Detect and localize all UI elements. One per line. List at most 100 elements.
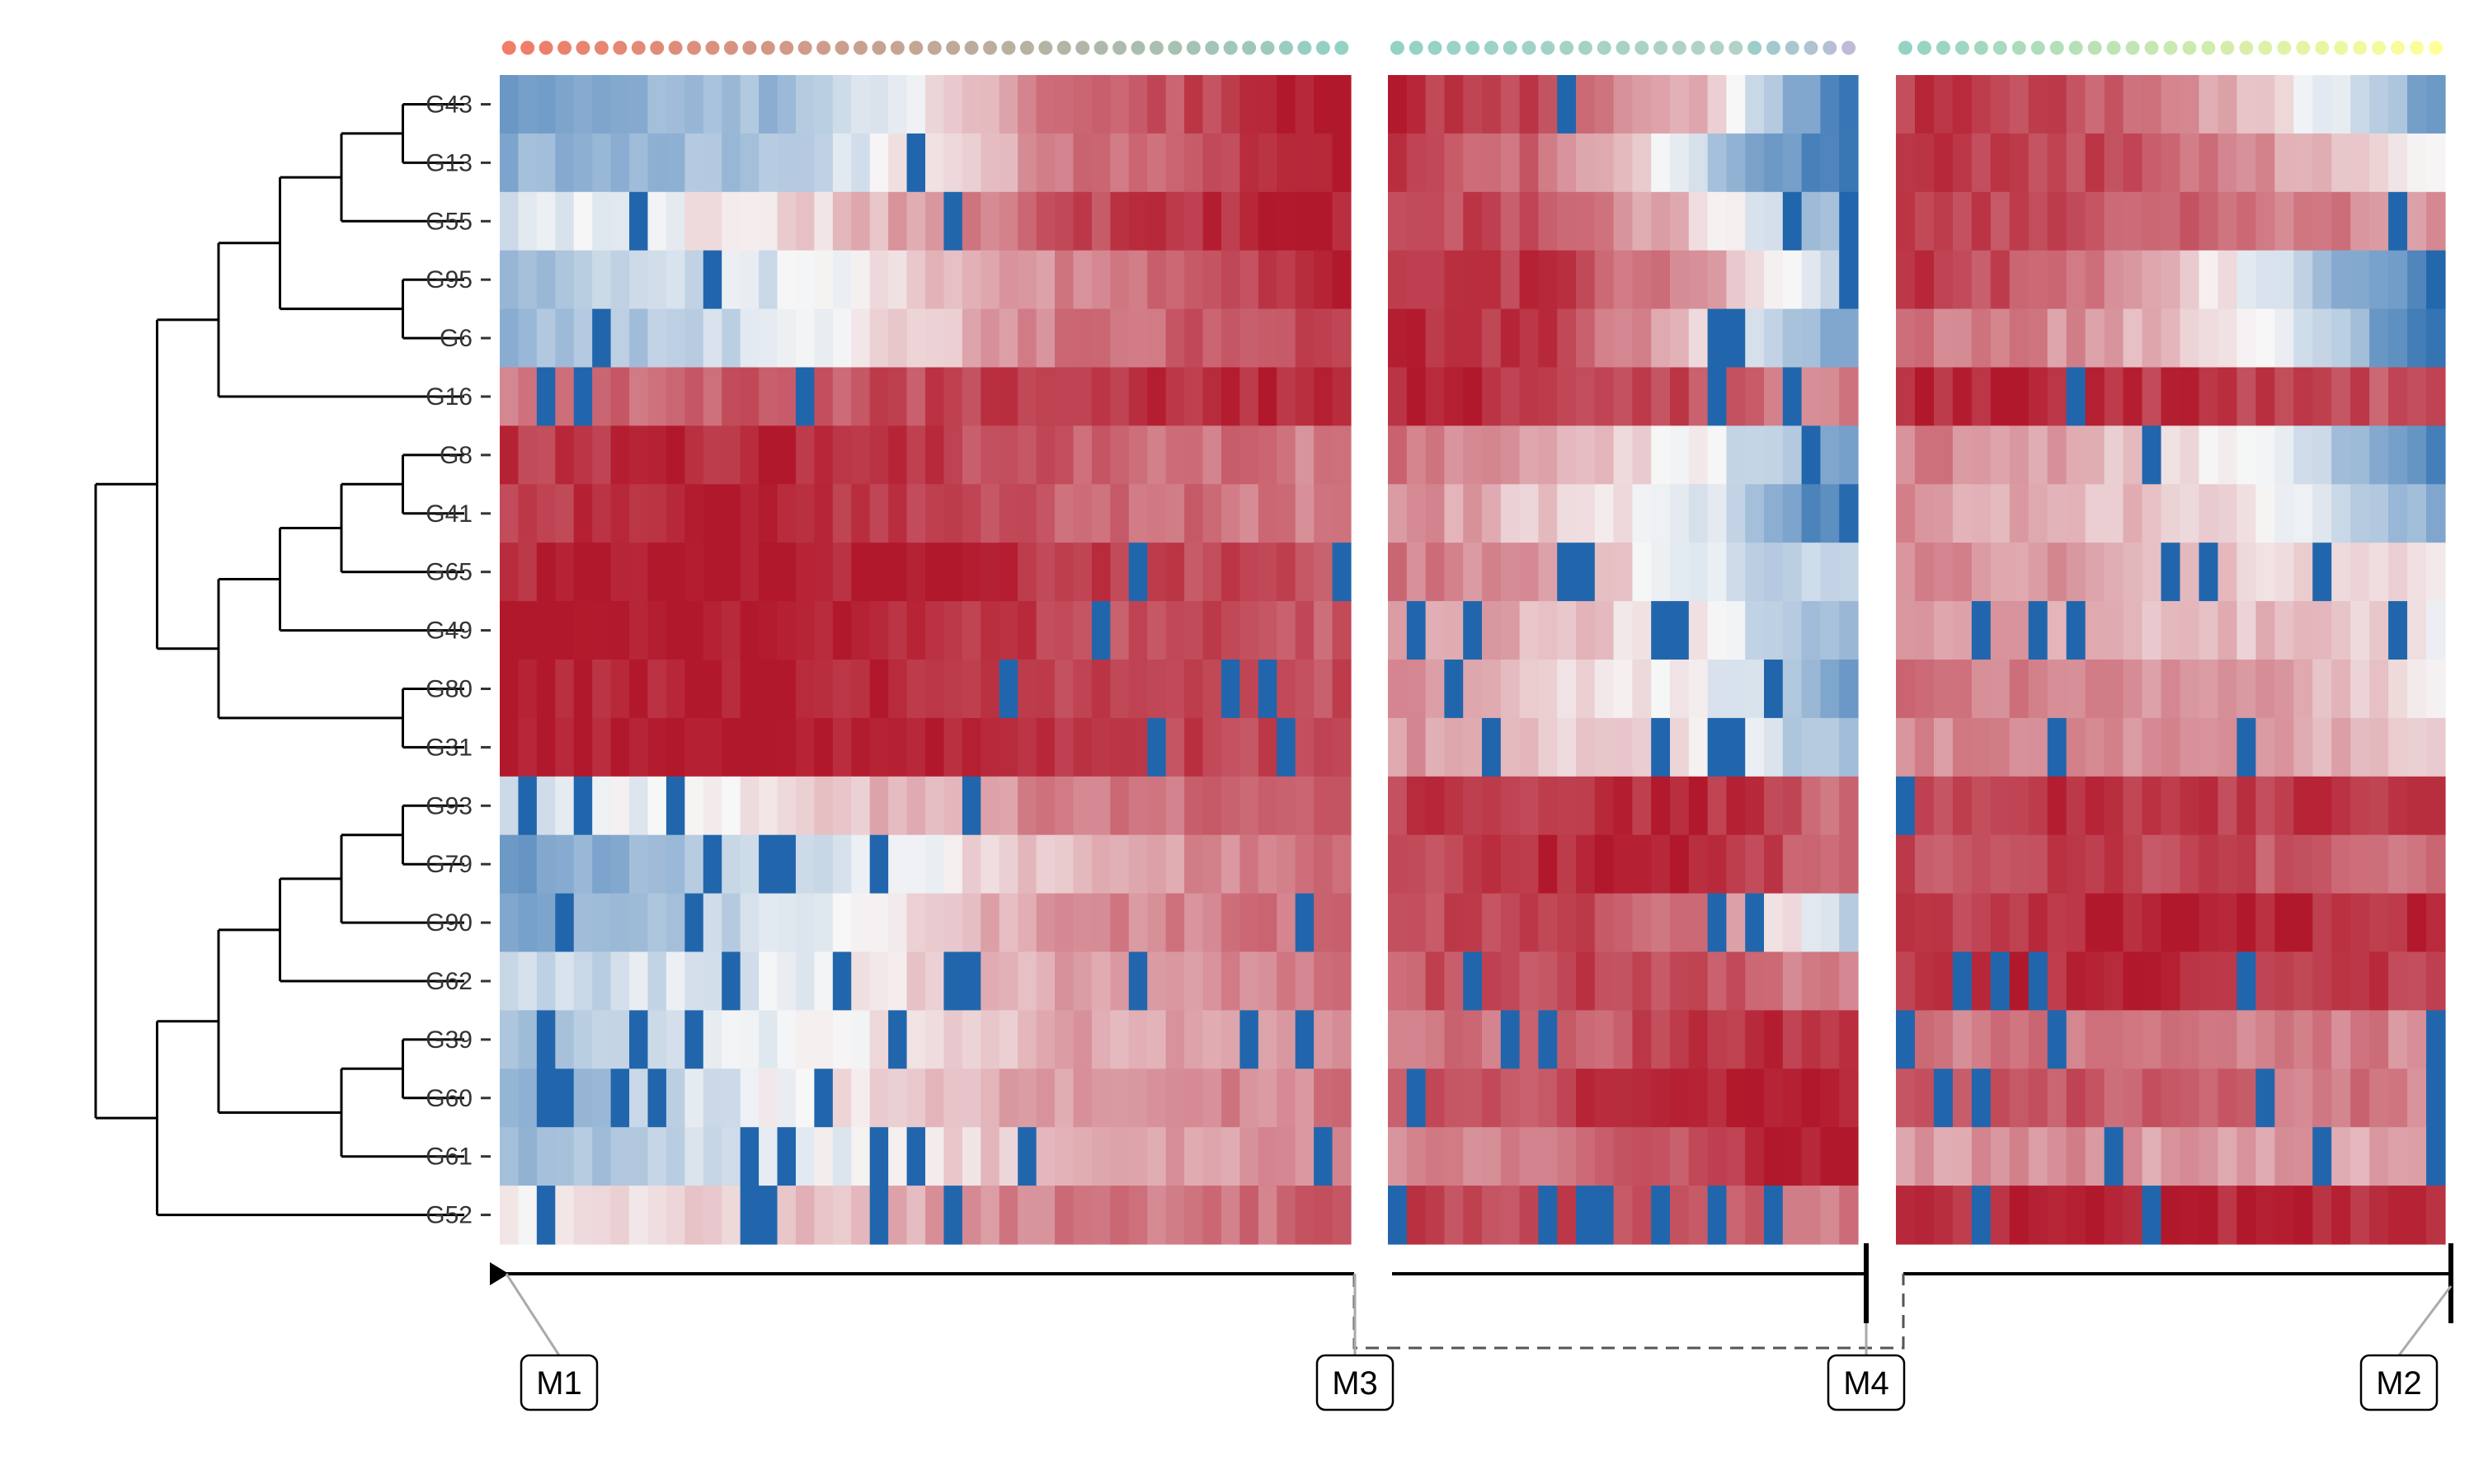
heatmap-cell [999,484,1018,543]
heatmap-cell [999,133,1018,193]
heatmap-cell [722,660,741,719]
heatmap-cell [1990,425,2011,485]
heatmap-cell [2388,660,2408,719]
column-annotation-dot [1729,40,1743,55]
heatmap-cell [1202,717,1222,777]
heatmap-cell [832,834,852,895]
heatmap-cell [1745,717,1765,777]
heatmap-cell [1147,1068,1167,1128]
heatmap-cell [1613,1127,1633,1186]
heatmap-cell [1332,425,1352,485]
heatmap-cell [1091,250,1111,310]
heatmap-cell [1221,542,1240,602]
heatmap-cell [2142,425,2162,485]
heatmap-cell [1147,951,1167,1011]
heatmap-cell [555,717,575,777]
heatmap-cell [1557,717,1577,777]
column-annotation-dot [1973,40,1988,55]
heatmap-cell [2028,75,2048,134]
heatmap-cell [1745,425,1765,485]
heatmap-cell [1444,191,1464,251]
heatmap-cell [1239,893,1259,953]
heatmap-cell [1165,542,1185,602]
row-label-g16: G16 [426,383,473,411]
heatmap-cell [1425,1068,1445,1128]
heatmap-cell [1444,893,1464,953]
heatmap-cell [1425,776,1445,836]
heatmap-cell [1557,1127,1577,1186]
heatmap-cell [2312,1010,2332,1069]
heatmap-cell [2218,75,2237,134]
heatmap-cell [999,75,1018,134]
heatmap-cell [536,660,556,719]
heatmap-cell [1073,1010,1093,1069]
heatmap-cell [1726,425,1746,485]
heatmap-cell [2293,191,2313,251]
heatmap-cell [1018,250,1037,310]
column-annotation-dot [1917,40,1931,55]
heatmap-cell [1332,776,1352,836]
heatmap-cell [1688,1068,1709,1128]
heatmap-cell [1184,1010,1204,1069]
heatmap-cell [1406,250,1427,310]
heatmap-cell [906,951,926,1011]
column-annotation-dot [2201,40,2216,55]
heatmap-cell [2123,601,2143,660]
heatmap-cell [1128,133,1148,193]
heatmap-cell [1651,542,1671,602]
heatmap-cell [1165,776,1185,836]
heatmap-cell [1519,1010,1539,1069]
heatmap-cell [1036,660,1056,719]
heatmap-cell [2104,776,2124,836]
column-annotation-dot [1223,40,1238,55]
heatmap-cell [2218,1068,2237,1128]
column-annotation-dot [631,40,646,55]
heatmap-cell [962,1186,981,1245]
column-annotation-dot [1446,40,1461,55]
heatmap-cell [1036,191,1056,251]
heatmap-cell [2199,834,2219,895]
column-annotation-dot [1334,40,1349,55]
heatmap-cell [1388,1186,1408,1245]
heatmap-cell [1538,75,1558,134]
heatmap-cell [814,425,834,485]
heatmap-cell [1128,542,1148,602]
heatmap-cell [1500,75,1521,134]
heatmap-cell [1914,834,1935,895]
heatmap-cell [1576,542,1596,602]
heatmap-cell [1055,75,1075,134]
heatmap-cell [1277,951,1296,1011]
heatmap-cell [2293,367,2313,426]
heatmap-cell [1726,660,1746,719]
heatmap-cell [943,250,963,310]
heatmap-cell [1801,660,1821,719]
heatmap-cell [2274,893,2294,953]
heatmap-cell [1914,133,1935,193]
heatmap-cell [500,776,520,836]
heatmap-cell [1128,308,1148,369]
column-annotation-dot [1131,40,1145,55]
heatmap-cell [536,951,556,1011]
heatmap-cell [2180,1127,2200,1186]
heatmap-cell [1277,834,1296,895]
heatmap-cell [2426,191,2446,251]
heatmap-cell [1896,951,1916,1011]
heatmap-cell [906,133,926,193]
heatmap-cell [1388,893,1408,953]
heatmap-cell [869,484,889,543]
heatmap-cell [740,1186,760,1245]
heatmap-cell [1707,1068,1727,1128]
heatmap-cell [851,542,871,602]
heatmap-cell [1091,776,1111,836]
heatmap-cell [2123,660,2143,719]
heatmap-cell [777,75,797,134]
heatmap-cell [1258,191,1277,251]
heatmap-cell [2123,1010,2143,1069]
column-annotation-dot [1522,40,1536,55]
heatmap-cell [2407,893,2427,953]
heatmap-cell [1971,191,1992,251]
heatmap-cell [1651,1010,1671,1069]
heatmap-cell [2142,951,2162,1011]
heatmap-cell [1576,1068,1596,1128]
